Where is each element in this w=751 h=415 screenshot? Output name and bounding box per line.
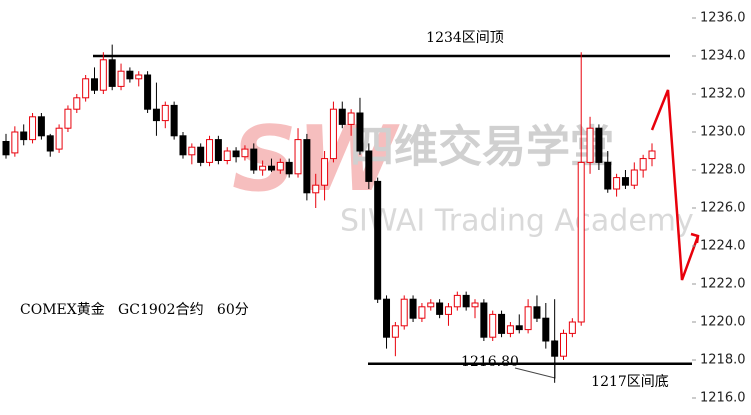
- candle-body: [126, 70, 134, 80]
- candle-body: [427, 302, 435, 308]
- candle-body: [347, 112, 355, 125]
- candle-body: [498, 313, 506, 334]
- forecast-arrow: [650, 89, 700, 281]
- candle-body: [524, 306, 532, 331]
- level-label: 1217区间底: [591, 374, 669, 390]
- candle-body: [250, 148, 258, 171]
- y-tick-label: 1234.0: [700, 49, 746, 64]
- candle-body: [214, 139, 222, 162]
- candle-body: [329, 108, 337, 160]
- arrow-head: [690, 232, 700, 244]
- y-tick-label: 1232.0: [700, 87, 746, 102]
- candle-body: [356, 112, 364, 152]
- candle-body: [409, 298, 417, 319]
- candle-body: [46, 135, 54, 152]
- candle-body: [82, 78, 90, 99]
- candle-body: [542, 317, 550, 342]
- y-tick-label: 1228.0: [700, 163, 746, 178]
- watermark-title: 四维交易学堂: [350, 122, 614, 173]
- candle-body: [418, 306, 426, 319]
- candle-body: [621, 177, 629, 186]
- candle-body: [338, 108, 346, 125]
- annotation-pointer: [514, 340, 556, 379]
- candle-body: [144, 74, 152, 110]
- candle-body: [161, 104, 169, 122]
- candle-body: [294, 139, 302, 175]
- y-tick-label: 1226.0: [700, 201, 746, 216]
- chart-label: COMEX黄金 GC1902合约 60分: [20, 301, 249, 318]
- candle-body: [152, 108, 160, 122]
- y-tick-label: 1216.0: [700, 391, 746, 406]
- candle-body: [312, 184, 320, 194]
- candle-body: [2, 141, 10, 156]
- candle-body: [365, 150, 373, 182]
- candle-body: [73, 97, 81, 110]
- candle-body: [560, 332, 568, 357]
- candle-body: [55, 127, 63, 150]
- candle-body: [506, 325, 514, 334]
- candle-body: [400, 298, 408, 327]
- level-label: 1234区间顶: [426, 30, 504, 46]
- candle-body: [462, 294, 470, 308]
- candle-body: [436, 302, 444, 315]
- candle-body: [241, 148, 249, 158]
- candle-body: [586, 127, 594, 163]
- y-tick-label: 1236.0: [700, 11, 746, 26]
- candle-body: [276, 161, 284, 171]
- candle-body: [37, 116, 45, 137]
- candle-body: [232, 150, 240, 158]
- y-tick-label: 1230.0: [700, 125, 746, 140]
- candle-body: [533, 306, 541, 319]
- candle-body: [630, 169, 638, 186]
- candle-body: [391, 325, 399, 338]
- candle-body: [223, 150, 231, 161]
- candle-body: [613, 177, 621, 190]
- y-tick-label: 1222.0: [700, 277, 746, 292]
- watermark-subtitle: SIWAI Trading Academy: [340, 204, 694, 239]
- candle-body: [108, 59, 116, 87]
- candle-body: [90, 78, 98, 91]
- candle-body: [489, 313, 497, 338]
- candle-body: [20, 131, 28, 141]
- candle-body: [551, 340, 559, 357]
- candle-body: [267, 165, 275, 171]
- candle-body: [188, 146, 196, 156]
- candle-body: [206, 139, 214, 163]
- y-tick-label: 1224.0: [700, 239, 746, 254]
- candle-body: [480, 302, 488, 338]
- candle-body: [135, 74, 143, 80]
- candle-body: [595, 127, 603, 163]
- candle-body: [64, 108, 72, 129]
- candle-body: [179, 135, 187, 156]
- y-tick-label: 1220.0: [700, 315, 746, 330]
- candle-body: [11, 131, 19, 154]
- candle-body: [170, 104, 178, 137]
- candle-body: [577, 161, 585, 323]
- candle-body: [117, 70, 125, 87]
- candle-body: [453, 294, 461, 308]
- candle-body: [303, 139, 311, 194]
- candle-body: [444, 306, 452, 315]
- candle-body: [648, 150, 656, 160]
- candle-body: [471, 302, 479, 308]
- candle-body: [374, 180, 382, 300]
- candle-body: [383, 298, 391, 338]
- candle-body: [29, 116, 37, 141]
- candle-body: [604, 161, 612, 190]
- candle-body: [197, 146, 205, 163]
- candle-body: [568, 321, 576, 334]
- y-tick-label: 1218.0: [700, 353, 746, 368]
- candle-body: [99, 59, 107, 91]
- candle-body: [639, 158, 647, 171]
- candle-body: [259, 165, 267, 171]
- candle-body: [321, 158, 329, 186]
- candle-body: [285, 161, 293, 175]
- candle-body: [515, 325, 523, 331]
- low-annotation: 1216.80: [461, 354, 519, 370]
